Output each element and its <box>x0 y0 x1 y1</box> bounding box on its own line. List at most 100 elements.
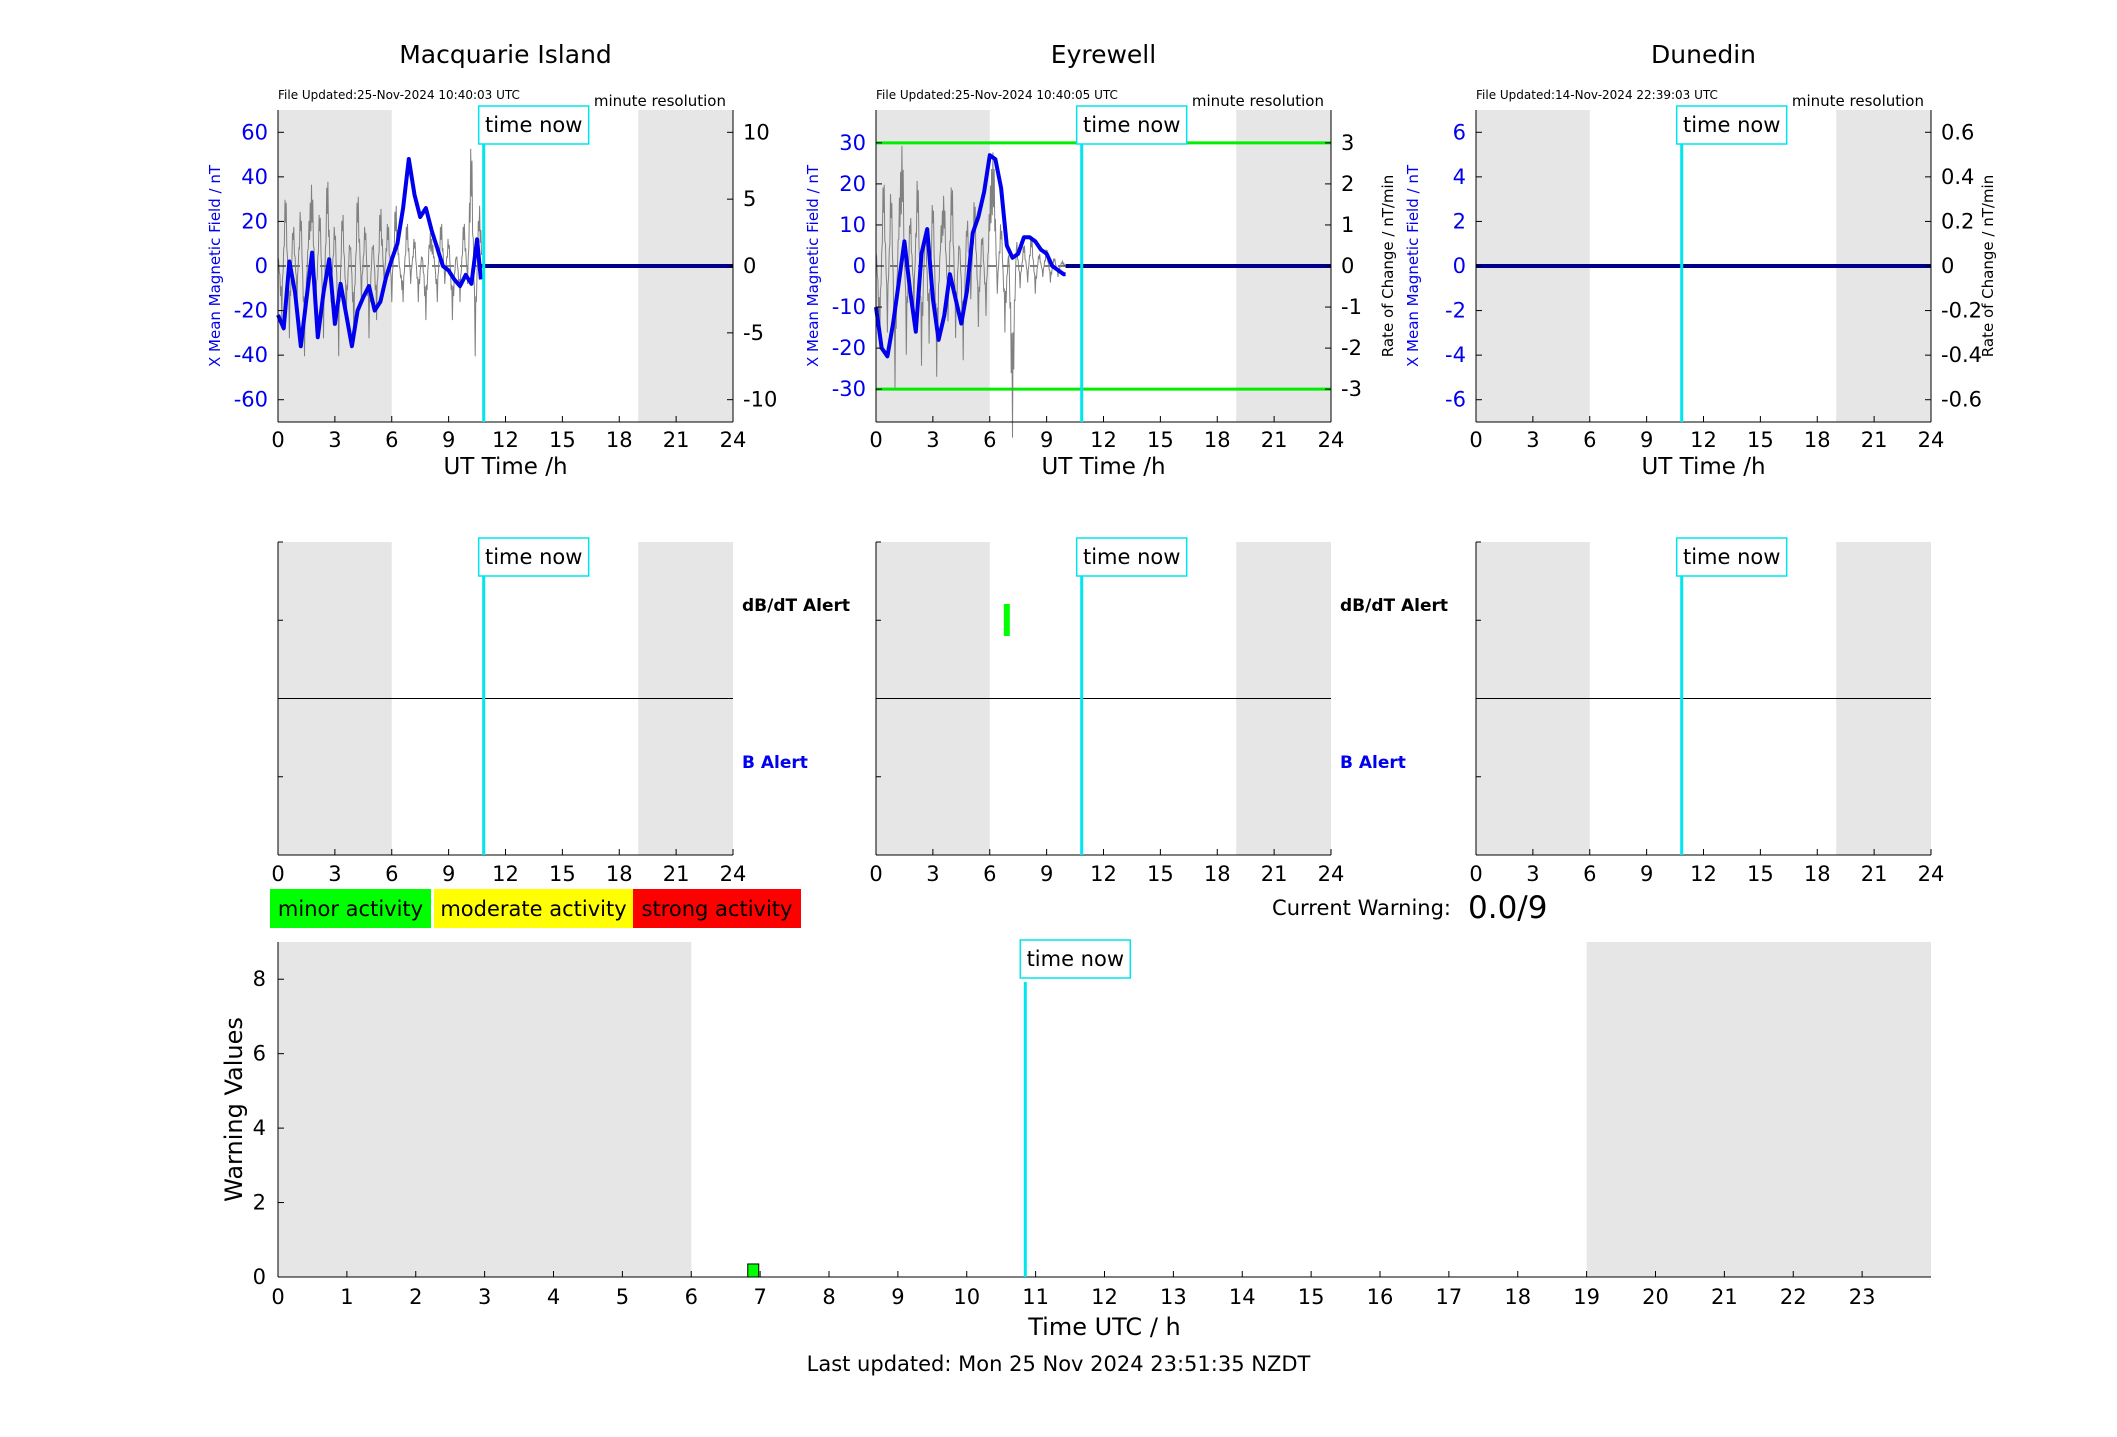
rate-of-change-line <box>277 148 483 357</box>
alert-panel-0: 0 3 6 9 12 15 18 21 24 dB/dT Alert B Alert time now <box>271 537 850 886</box>
x-tick-label: 14 <box>1229 1285 1256 1309</box>
x-tick-label: 9 <box>1040 862 1053 886</box>
x-tick-label: 19 <box>1573 1285 1600 1309</box>
x-tick-label: 24 <box>1318 428 1345 452</box>
y-left-tick-label: 0 <box>1453 254 1466 278</box>
x-tick-label: 18 <box>1504 1285 1531 1309</box>
y-right-tick-label: -0.4 <box>1941 343 1982 367</box>
dbdt-alert-label: dB/dT Alert <box>1340 596 1448 616</box>
station-title: Eyrewell <box>1051 40 1156 69</box>
time-now-box <box>477 105 590 145</box>
y-right-tick-label: 1 <box>1341 213 1354 237</box>
y-left-tick-label: 0 <box>255 254 268 278</box>
x-axis-label: UT Time /h <box>1041 454 1165 480</box>
alert-panel-2: 0 3 6 9 12 15 18 21 24 time now <box>1469 537 1944 886</box>
y-tick-label: 4 <box>253 1116 266 1140</box>
x-tick-label: 9 <box>442 862 455 886</box>
x-tick-label: 12 <box>492 862 519 886</box>
y-right-tick-label: 0 <box>1941 254 1954 278</box>
b-alert-label: B Alert <box>1340 753 1406 773</box>
y-left-tick-label: 2 <box>1453 209 1466 233</box>
y-left-tick-label: 4 <box>1453 165 1466 189</box>
file-updated-text: File Updated:14-Nov-2024 22:39:03 UTC <box>1476 88 1718 102</box>
x-tick-label: 10 <box>953 1285 980 1309</box>
x-tick-label: 16 <box>1367 1285 1394 1309</box>
y-left-tick-label: -30 <box>832 377 866 401</box>
x-field-line <box>874 153 1066 359</box>
resolution-text: minute resolution <box>1192 92 1324 110</box>
time-now-box <box>1075 105 1188 145</box>
x-tick-label: 3 <box>926 428 939 452</box>
x-tick-label: 21 <box>663 862 690 886</box>
time-now-box <box>1675 537 1788 577</box>
x-tick-label: 18 <box>1804 428 1831 452</box>
x-tick-label: 7 <box>753 1285 766 1309</box>
time-now-box <box>1019 939 1132 979</box>
y-right-tick-label: -1 <box>1341 295 1362 319</box>
x-tick-label: 6 <box>385 428 398 452</box>
x-axis-label: Time UTC / h <box>1027 1313 1181 1341</box>
y-right-tick-label: -0.2 <box>1941 299 1982 323</box>
y-right-tick-label: -2 <box>1341 336 1362 360</box>
legend-moderate-swatch <box>434 889 633 928</box>
x-tick-label: 6 <box>685 1285 698 1309</box>
x-tick-label: 3 <box>328 862 341 886</box>
x-tick-label: 1 <box>340 1285 353 1309</box>
time-now-label: time now <box>1683 545 1780 569</box>
x-tick-label: 3 <box>926 862 939 886</box>
x-tick-label: 21 <box>663 428 690 452</box>
y-left-tick-label: -20 <box>832 336 866 360</box>
x-tick-label: 22 <box>1780 1285 1807 1309</box>
warning-chart: 0 1 2 3 4 5 6 7 8 9 10 11 12 13 14 15 16 17 18 19 20 21 22 2302… <box>220 939 1931 1341</box>
y-left-tick-label: 40 <box>241 165 268 189</box>
current-warning-label: Current Warning: <box>1272 896 1451 920</box>
file-updated-text: File Updated:25-Nov-2024 10:40:05 UTC <box>876 88 1118 102</box>
x-tick-label: 0 <box>271 862 284 886</box>
resolution-text: minute resolution <box>1792 92 1924 110</box>
alert-panel-1: 0 3 6 9 12 15 18 21 24 dB/dT Alert B Alert time now <box>869 537 1448 886</box>
y-right-tick-label: 5 <box>743 187 756 211</box>
x-tick-label: 15 <box>549 862 576 886</box>
y-right-axis-label: Rate of Change / nT/min <box>1379 175 1397 357</box>
warning-bar <box>747 1263 760 1278</box>
y-left-tick-label: -2 <box>1445 299 1466 323</box>
x-tick-label: 12 <box>1090 862 1117 886</box>
dbdt-alert-label: dB/dT Alert <box>742 596 850 616</box>
y-left-tick-label: 20 <box>839 172 866 196</box>
x-tick-label: 15 <box>549 428 576 452</box>
x-tick-label: 6 <box>1583 862 1596 886</box>
y-right-tick-label: 2 <box>1341 172 1354 196</box>
legend-moderate-label: moderate activity <box>440 897 626 921</box>
x-tick-label: 21 <box>1861 862 1888 886</box>
y-left-tick-label: -10 <box>832 295 866 319</box>
x-tick-label: 18 <box>1804 862 1831 886</box>
y-tick-label: 0 <box>253 1265 266 1289</box>
page-footer: Last updated: Mon 25 Nov 2024 23:51:35 N… <box>806 1352 1311 1376</box>
x-tick-label: 13 <box>1160 1285 1187 1309</box>
time-now-label: time now <box>1083 113 1180 137</box>
legend-strong-label: strong activity <box>642 897 793 921</box>
x-tick-label: 21 <box>1261 862 1288 886</box>
y-left-tick-label: 10 <box>839 213 866 237</box>
x-tick-label: 15 <box>1747 428 1774 452</box>
x-tick-label: 24 <box>1318 862 1345 886</box>
x-tick-label: 15 <box>1147 428 1174 452</box>
station-title: Macquarie Island <box>399 40 612 69</box>
time-now-label: time now <box>485 545 582 569</box>
x-tick-label: 9 <box>891 1285 904 1309</box>
y-right-tick-label: -3 <box>1341 377 1362 401</box>
y-left-axis-label: X Mean Magnetic Field / nT <box>804 164 822 367</box>
rate-of-change-line <box>875 145 1065 438</box>
legend-minor-label: minor activity <box>278 897 423 921</box>
x-tick-label: 8 <box>822 1285 835 1309</box>
y-left-tick-label: 0 <box>853 254 866 278</box>
time-now-box <box>477 537 590 577</box>
time-now-label: time now <box>1683 113 1780 137</box>
x-tick-label: 15 <box>1747 862 1774 886</box>
activity-legend: minor activity moderate activity strong ac… <box>270 889 801 928</box>
x-tick-label: 0 <box>1469 428 1482 452</box>
x-tick-label: 18 <box>1204 428 1231 452</box>
x-tick-label: 12 <box>1091 1285 1118 1309</box>
y-right-tick-label: 0 <box>1341 254 1354 278</box>
y-left-tick-label: 20 <box>241 209 268 233</box>
